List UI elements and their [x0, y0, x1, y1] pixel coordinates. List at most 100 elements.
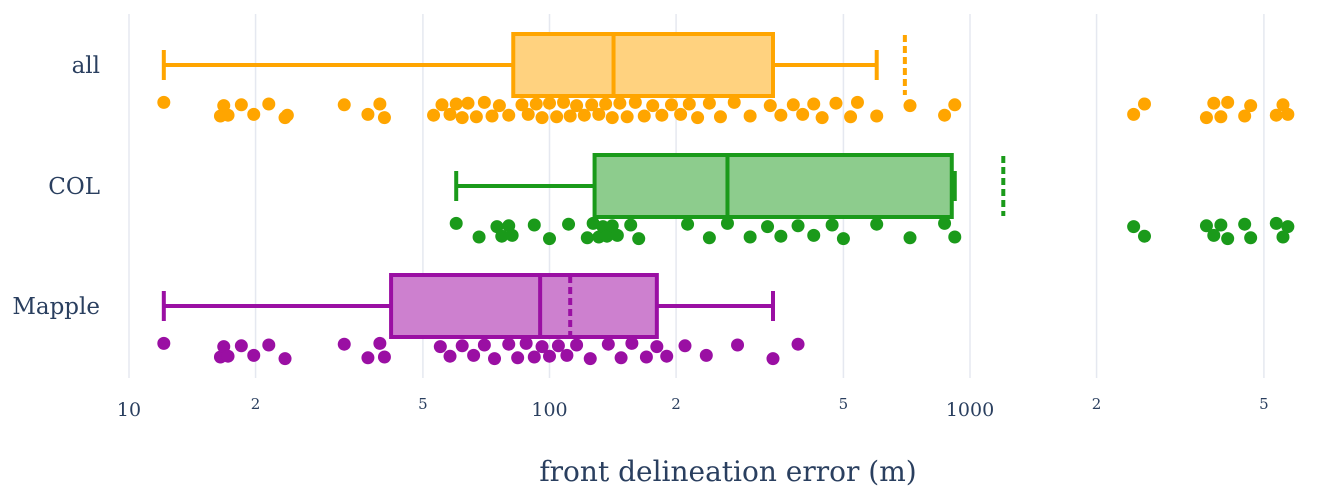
data-point	[938, 216, 952, 230]
data-point	[234, 98, 248, 112]
data-point	[527, 218, 541, 232]
data-point	[702, 96, 716, 110]
data-point	[674, 107, 688, 121]
data-point	[691, 111, 705, 125]
data-point	[628, 95, 642, 109]
data-point	[599, 97, 613, 111]
data-point	[807, 97, 821, 111]
data-point	[605, 219, 619, 233]
data-point	[492, 99, 506, 113]
iqr-box	[389, 273, 659, 339]
data-point	[807, 228, 821, 242]
data-point	[682, 97, 696, 111]
data-point	[791, 219, 805, 233]
data-point	[605, 111, 619, 125]
data-point	[449, 97, 463, 111]
data-point	[535, 340, 549, 354]
data-point	[495, 229, 509, 243]
data-point	[1244, 99, 1258, 113]
data-point	[505, 228, 519, 242]
data-point	[1199, 111, 1213, 125]
data-point	[948, 230, 962, 244]
data-point	[660, 349, 674, 363]
x-tick-label: 10	[117, 399, 141, 421]
data-point	[477, 95, 491, 109]
data-point	[655, 108, 669, 122]
data-points-group	[157, 95, 1295, 366]
data-point	[157, 95, 171, 109]
data-point	[870, 109, 884, 123]
data-point	[870, 217, 884, 231]
data-point	[467, 348, 481, 362]
data-point	[221, 108, 235, 122]
data-point	[763, 99, 777, 113]
data-point	[515, 98, 529, 112]
data-point	[766, 352, 780, 366]
x-tick-label: 5	[1259, 395, 1269, 413]
data-point	[377, 350, 391, 364]
data-point	[1137, 97, 1151, 111]
data-point	[646, 99, 660, 113]
data-point	[449, 216, 463, 230]
box-all	[161, 32, 907, 98]
data-point	[1276, 230, 1290, 244]
data-point	[502, 108, 516, 122]
data-point	[1276, 98, 1290, 112]
x-tick-label: 2	[1092, 395, 1102, 413]
points-col	[449, 216, 1295, 246]
data-point	[699, 348, 713, 362]
data-point	[774, 229, 788, 243]
data-point	[613, 96, 627, 110]
data-point	[1269, 108, 1283, 122]
data-point	[570, 99, 584, 113]
x-tick-label: 5	[839, 395, 849, 413]
data-point	[557, 95, 571, 109]
category-label: all	[72, 53, 100, 79]
data-point	[829, 96, 843, 110]
data-point	[1214, 218, 1228, 232]
data-point	[825, 218, 839, 232]
data-point	[678, 339, 692, 353]
data-point	[570, 338, 584, 352]
box-mapple	[161, 273, 775, 339]
data-point	[1127, 107, 1141, 121]
data-point	[702, 231, 716, 245]
data-point	[361, 351, 375, 365]
data-point	[1207, 96, 1221, 110]
iqr-box	[511, 32, 775, 98]
data-point	[796, 107, 810, 121]
data-point	[543, 232, 556, 246]
data-point	[455, 339, 469, 353]
data-point	[337, 98, 351, 112]
data-point	[620, 110, 634, 124]
data-point	[632, 232, 646, 246]
data-point	[1281, 107, 1295, 121]
category-label: Mapple	[12, 294, 100, 320]
data-point	[1238, 217, 1252, 231]
data-point	[938, 108, 952, 122]
x-tick-label: 5	[418, 395, 428, 413]
data-point	[592, 107, 606, 121]
data-point	[815, 111, 829, 125]
data-point	[455, 111, 469, 125]
data-point	[490, 220, 504, 234]
x-tick-label: 2	[251, 395, 261, 413]
points-all	[157, 95, 1295, 125]
data-point	[477, 338, 491, 352]
data-point	[373, 97, 387, 111]
data-point	[262, 97, 276, 111]
data-point	[511, 351, 525, 365]
data-point	[1127, 220, 1141, 234]
data-point	[563, 109, 577, 123]
data-point	[624, 218, 638, 232]
data-point	[637, 109, 651, 123]
data-point	[1244, 231, 1258, 245]
data-point	[443, 349, 457, 363]
data-point	[234, 339, 248, 353]
data-point	[278, 352, 292, 366]
data-point	[1221, 232, 1235, 246]
box-series-group	[161, 32, 1006, 339]
data-point	[903, 231, 917, 245]
data-point	[443, 107, 457, 121]
